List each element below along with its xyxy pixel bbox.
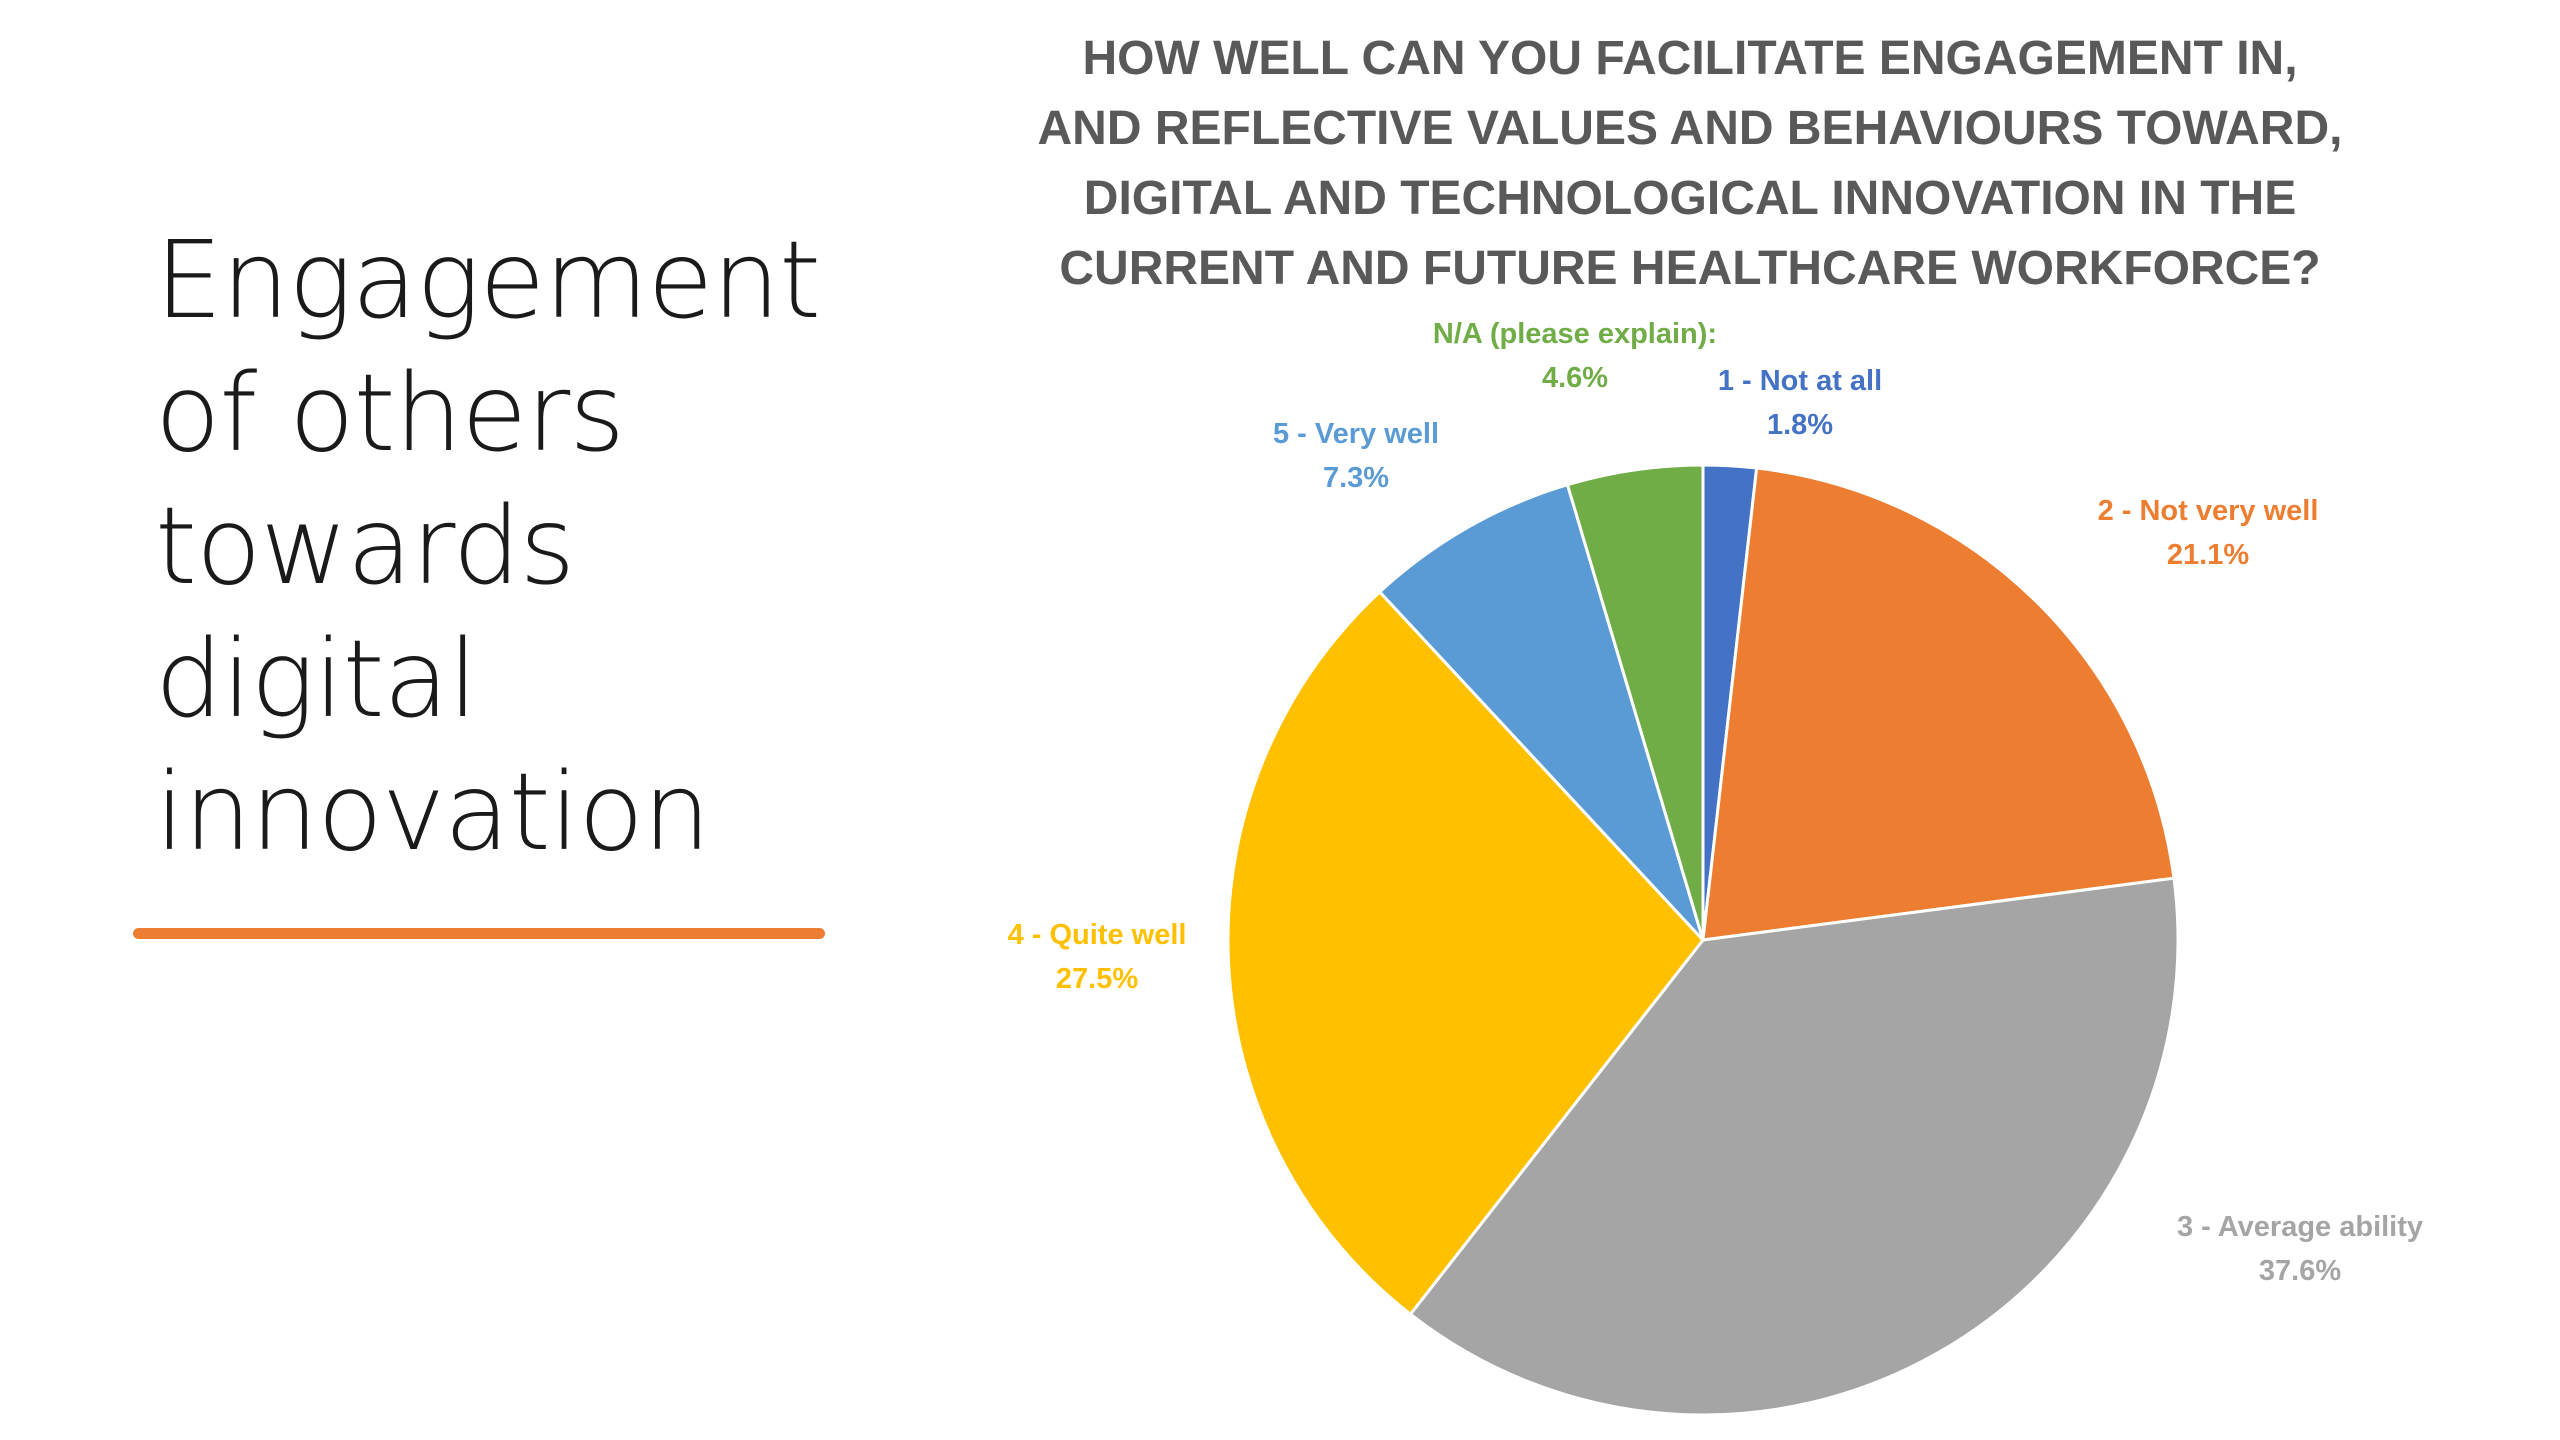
slice-percent-label: 37.6% [2259,1255,2341,1287]
slice-category-label: 4 - Quite well [1008,919,1187,951]
pie-slice-n-a-please-explain [1565,463,1705,942]
slide-title: Engagement of others towards digital inn… [155,215,875,880]
slice-category-label: 1 - Not at all [1718,365,1882,397]
slice-label-2-not-very-well: 2 - Not very well 21.1% [2098,495,2319,571]
pie-labels: 1 - Not at all 1.8% 2 - Not very well 21.1%… [1008,318,2423,1287]
slide-title-line: of others [155,352,625,476]
chart-title-line: HOW WELL CAN YOU FACILITATE ENGAGEMENT I… [1082,32,2298,85]
slice-category-label: 2 - Not very well [2098,495,2319,527]
slice-label-1-not-at-all: 1 - Not at all 1.8% [1718,365,1882,441]
chart-title-line: CURRENT AND FUTURE HEALTHCARE WORKFORCE? [1059,242,2321,295]
slice-percent-label: 4.6% [1542,362,1608,394]
accent-rule [133,928,825,939]
slide-title-line: innovation [155,751,711,875]
slide-title-line: towards [155,485,575,609]
slide-title-line: Engagement [155,219,821,343]
pie-slice-5-very-well [1378,483,1705,942]
slice-percent-label: 27.5% [1056,963,1138,995]
chart-title: HOW WELL CAN YOU FACILITATE ENGAGEMENT I… [970,24,2410,304]
slice-percent-label: 21.1% [2167,539,2249,571]
slice-category-label: N/A (please explain): [1433,318,1717,350]
chart-title-line: DIGITAL AND TECHNOLOGICAL INNOVATION IN … [1083,172,2297,225]
slice-percent-label: 1.8% [1767,409,1833,441]
slice-category-label: 3 - Average ability [2177,1211,2423,1243]
pie-slice-2-not-very-well [1701,466,2176,942]
slice-label-n-a-please-explain: N/A (please explain): 4.6% [1433,318,1717,394]
slice-label-5-very-well: 5 - Very well 7.3% [1273,418,1439,494]
pie-slice-3-average-ability [1408,876,2180,1417]
pie-slice-4-quite-well [1226,590,1705,1316]
slice-category-label: 5 - Very well [1273,418,1439,450]
chart-title-line: AND REFLECTIVE VALUES AND BEHAVIOURS TOW… [1037,102,2343,155]
slice-percent-label: 7.3% [1323,462,1389,494]
slice-label-3-average-ability: 3 - Average ability 37.6% [2177,1211,2423,1287]
slide-title-line: digital [155,618,478,742]
pie-slices [1226,463,2180,1417]
slice-label-4-quite-well: 4 - Quite well 27.5% [1008,919,1187,995]
